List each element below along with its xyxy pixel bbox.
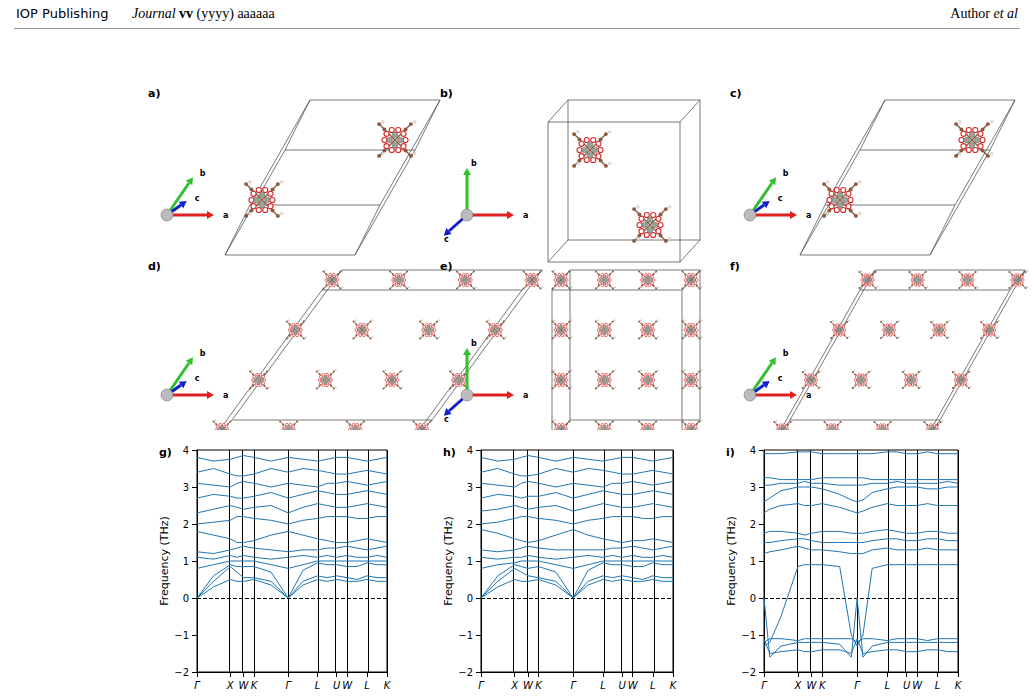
svg-text:Γ: Γ <box>478 680 485 691</box>
svg-text:c: c <box>778 194 783 203</box>
svg-text:−2: −2 <box>741 667 756 678</box>
html-text:Author et al: Author et al <box>950 6 1018 21</box>
svg-text:c: c <box>195 194 200 203</box>
svg-text:Γ: Γ <box>194 680 201 691</box>
svg-text:K: K <box>251 680 259 691</box>
svg-text:U: U <box>333 680 341 691</box>
svg-text:Γ: Γ <box>285 680 292 691</box>
svg-text:X: X <box>226 680 235 691</box>
html-text:a): a) <box>148 87 161 100</box>
svg-text:3: 3 <box>183 482 189 493</box>
svg-text:0: 0 <box>467 593 473 604</box>
svg-text:U: U <box>618 680 626 691</box>
html-text:d): d) <box>148 260 161 273</box>
svg-text:−1: −1 <box>174 630 189 641</box>
svg-text:2: 2 <box>467 519 473 530</box>
svg-text:a: a <box>806 391 811 400</box>
svg-text:3: 3 <box>467 482 473 493</box>
svg-text:W: W <box>523 680 534 691</box>
html-text:h): h) <box>443 446 456 459</box>
svg-text:Frequency (THz): Frequency (THz) <box>442 516 455 606</box>
html-text:e): e) <box>440 260 453 273</box>
svg-text:L: L <box>315 680 321 691</box>
svg-text:1: 1 <box>183 556 189 567</box>
svg-text:a: a <box>223 211 228 220</box>
svg-text:b: b <box>200 169 206 178</box>
html-text:i): i) <box>726 446 735 459</box>
svg-text:K: K <box>955 680 963 691</box>
svg-text:1: 1 <box>750 556 756 567</box>
svg-text:U: U <box>903 680 911 691</box>
svg-text:K: K <box>670 680 678 691</box>
svg-text:c: c <box>444 415 449 424</box>
svg-text:a: a <box>523 211 528 220</box>
svg-text:b: b <box>783 169 789 178</box>
svg-text:Γ: Γ <box>570 680 577 691</box>
svg-text:b: b <box>471 339 477 348</box>
svg-text:a: a <box>523 391 528 400</box>
svg-text:K: K <box>535 680 543 691</box>
svg-text:W: W <box>912 680 923 691</box>
svg-text:0: 0 <box>750 593 756 604</box>
svg-text:c: c <box>778 374 783 383</box>
svg-text:L: L <box>600 680 606 691</box>
svg-text:b: b <box>200 349 206 358</box>
svg-text:Frequency (THz): Frequency (THz) <box>158 516 171 606</box>
svg-text:3: 3 <box>750 482 756 493</box>
svg-text:2: 2 <box>183 519 189 530</box>
html-text:f): f) <box>730 260 740 273</box>
html-text:g): g) <box>159 446 172 459</box>
svg-text:b: b <box>471 159 477 168</box>
html-text:c): c) <box>730 87 742 100</box>
svg-text:1: 1 <box>467 556 473 567</box>
svg-text:a: a <box>806 211 811 220</box>
svg-text:c: c <box>444 235 449 244</box>
svg-text:b: b <box>783 349 789 358</box>
svg-text:W: W <box>239 680 250 691</box>
svg-text:Frequency (THz): Frequency (THz) <box>725 516 738 606</box>
svg-text:X: X <box>794 680 803 691</box>
svg-text:−1: −1 <box>458 630 473 641</box>
svg-text:K: K <box>819 680 827 691</box>
svg-text:4: 4 <box>750 445 756 456</box>
svg-text:W: W <box>628 680 639 691</box>
svg-text:W: W <box>807 680 818 691</box>
svg-text:L: L <box>364 680 370 691</box>
html-text:Journal vv (yyyy) aaaaaa: Journal vv (yyyy) aaaaaa <box>132 6 275 21</box>
svg-text:W: W <box>342 680 353 691</box>
svg-text:4: 4 <box>467 445 473 456</box>
svg-text:0: 0 <box>183 593 189 604</box>
html-text:IOP Publishing: IOP Publishing <box>16 6 109 21</box>
svg-text:−2: −2 <box>174 667 189 678</box>
svg-text:K: K <box>384 680 392 691</box>
svg-text:−2: −2 <box>458 667 473 678</box>
svg-text:4: 4 <box>183 445 189 456</box>
html-text:b): b) <box>440 87 453 100</box>
svg-text:Γ: Γ <box>854 680 861 691</box>
svg-text:L: L <box>935 680 941 691</box>
svg-text:c: c <box>195 374 200 383</box>
svg-text:Γ: Γ <box>761 680 768 691</box>
svg-text:−1: −1 <box>741 630 756 641</box>
svg-text:L: L <box>884 680 890 691</box>
svg-text:L: L <box>650 680 656 691</box>
svg-text:2: 2 <box>750 519 756 530</box>
svg-text:X: X <box>510 680 519 691</box>
svg-text:a: a <box>223 391 228 400</box>
